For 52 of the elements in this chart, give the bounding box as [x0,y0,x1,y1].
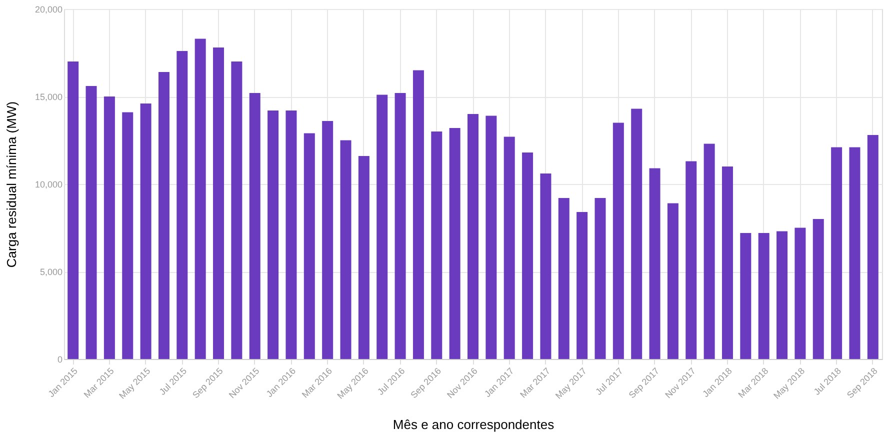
bar [249,93,260,359]
bar [740,233,752,359]
bar [340,140,352,359]
bar [322,121,334,359]
bar [412,70,424,359]
bar [594,198,606,359]
bar [486,116,497,359]
bar [576,212,588,359]
y-tick-label: 10,000 [34,180,62,190]
bar [867,135,878,359]
bar [758,233,770,359]
bar [286,110,297,359]
y-tick-label: 20,000 [34,4,62,14]
bar [704,144,715,359]
bar [468,114,478,359]
bar [776,231,788,359]
bar [231,62,242,359]
y-tick-label: 5,000 [40,267,62,277]
x-axis-title: Mês e ano correspondentes [392,416,555,432]
bar [722,166,733,359]
bar [686,161,697,359]
bar [394,93,406,359]
bar [140,104,152,359]
bar [504,136,515,359]
bar [631,108,642,359]
bar [268,110,279,359]
bar [122,112,134,359]
bar [812,219,824,359]
bar [86,86,97,359]
bar [540,174,552,359]
bar [831,147,842,359]
bar [558,198,570,359]
bar [649,168,660,359]
bar [358,156,370,359]
bar [376,94,388,359]
bar [449,128,460,359]
y-axis-title: Carga residual mínima (MW) [4,101,19,268]
bar [158,72,170,359]
bar [794,228,806,359]
bar [194,38,206,359]
bar [304,133,315,359]
bar [68,62,79,359]
bar [104,96,115,359]
bar [612,122,624,359]
bar [667,203,678,359]
bar [213,48,224,359]
y-tick-label: 0 [57,354,62,364]
bar [849,147,860,359]
bar [176,51,188,359]
bar [431,132,442,359]
bar [522,152,534,359]
y-tick-label: 15,000 [34,92,62,102]
